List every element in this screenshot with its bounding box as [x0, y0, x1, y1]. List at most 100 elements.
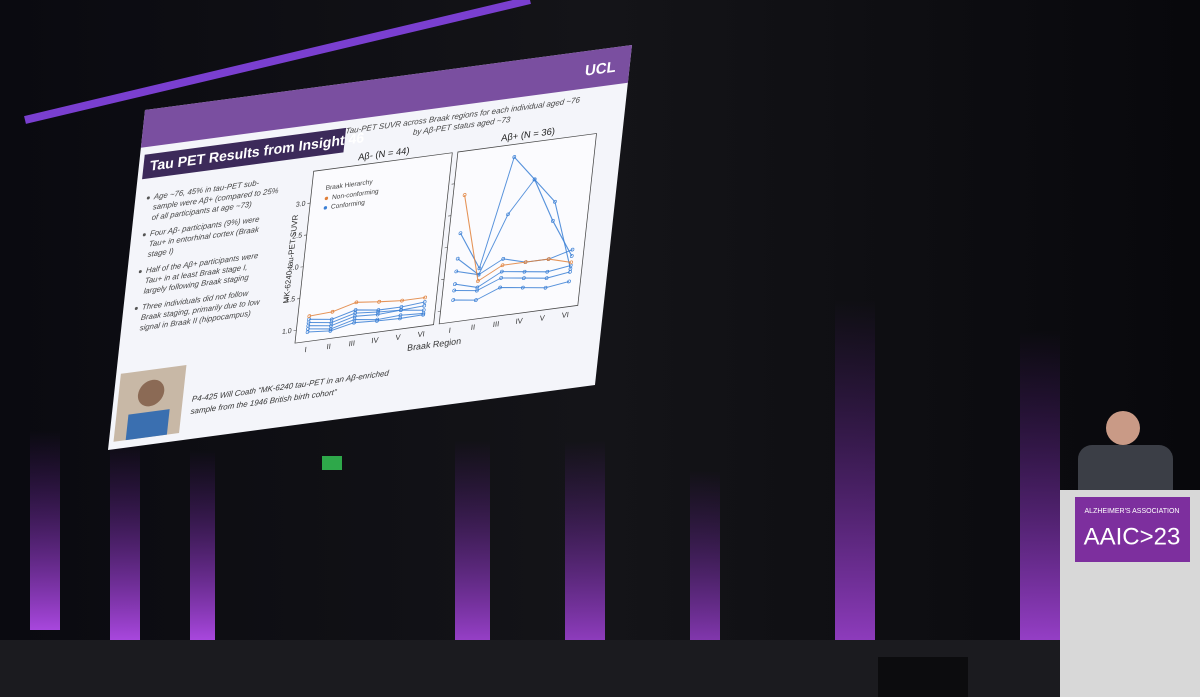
x-tick-label: V: [395, 332, 402, 342]
data-point: [398, 316, 402, 321]
data-point: [354, 300, 359, 305]
y-tick-label: 1.5: [285, 295, 296, 304]
beam: [190, 450, 215, 640]
data-point: [523, 260, 528, 265]
data-point: [476, 279, 480, 283]
data-point: [474, 298, 478, 303]
beam: [1020, 330, 1060, 670]
data-point: [353, 308, 358, 312]
data-point: [532, 177, 537, 182]
data-line: [464, 194, 572, 282]
data-point: [551, 219, 555, 223]
bullet-dot: [138, 270, 142, 274]
beam: [565, 440, 605, 670]
beam: [30, 430, 60, 630]
x-tick-label: IV: [371, 335, 380, 345]
data-point: [569, 260, 573, 265]
data-point: [421, 312, 426, 317]
data-point: [305, 330, 310, 334]
data-line: [453, 280, 570, 301]
data-point: [543, 285, 548, 290]
data-point: [452, 288, 457, 293]
light-beams: [30, 300, 1060, 690]
x-tick-label: III: [492, 319, 499, 329]
data-point: [451, 298, 456, 302]
floor: [0, 640, 1200, 697]
bullet-dot: [142, 233, 146, 237]
data-point: [458, 231, 463, 236]
data-point: [375, 319, 379, 323]
legend-marker: [324, 196, 329, 201]
y-tick-label: 1.0: [281, 327, 292, 336]
panel-frame: [294, 152, 453, 344]
data-line: [456, 249, 573, 276]
x-tick-label: VI: [561, 310, 569, 320]
y-tick-label: 2.0: [288, 263, 299, 272]
data-point: [462, 193, 467, 197]
beam: [110, 440, 140, 640]
data-point: [498, 285, 502, 290]
data-point: [328, 329, 333, 333]
truss: [24, 0, 531, 124]
x-tick-label: III: [348, 339, 355, 349]
data-line: [459, 155, 573, 270]
beam: [455, 440, 490, 660]
data-point: [377, 299, 381, 304]
data-point: [506, 212, 510, 217]
data-line: [454, 265, 571, 288]
podium: ALZHEIMER'S ASSOCIATION AAIC>23: [1060, 490, 1200, 697]
data-point: [512, 155, 517, 159]
speaker-head: [1106, 411, 1140, 445]
data-point: [522, 276, 526, 280]
data-point: [544, 276, 549, 281]
data-line: [308, 305, 425, 324]
monitor: [878, 657, 968, 697]
data-point: [422, 300, 427, 304]
legend-entry: Conforming: [331, 199, 366, 211]
data-line: [308, 301, 425, 320]
data-line: [307, 314, 424, 333]
bullet-dot: [146, 196, 150, 200]
y-tick-label: 3.0: [295, 200, 306, 209]
data-point: [376, 308, 381, 312]
data-point: [501, 257, 506, 261]
data-point: [399, 305, 404, 309]
y-tick-label: 2.5: [292, 231, 303, 240]
data-point: [422, 303, 427, 308]
bullet-text: stage I): [147, 246, 174, 258]
data-point: [569, 254, 574, 258]
data-point: [568, 266, 573, 271]
data-point: [455, 256, 460, 261]
x-tick-label: IV: [515, 316, 524, 326]
chart: Tau-PET SUVR across Braak regions for ea…: [281, 95, 597, 354]
data-point: [545, 269, 550, 274]
podium-brand: ALZHEIMER'S ASSOCIATION: [1085, 508, 1180, 515]
x-tick-label: II: [470, 322, 475, 332]
title-band: [142, 127, 347, 180]
data-point: [499, 269, 504, 274]
data-point: [570, 247, 575, 252]
data-point: [546, 257, 551, 261]
data-point: [307, 314, 312, 318]
data-point: [567, 279, 571, 284]
data-line: [309, 297, 426, 317]
data-point: [499, 276, 503, 280]
beam: [835, 300, 875, 690]
x-tick-label: VI: [417, 329, 425, 339]
data-line: [457, 178, 571, 276]
data-point: [352, 320, 356, 325]
podium-sign: [1075, 497, 1190, 562]
photo-face: [137, 379, 165, 407]
data-point: [475, 288, 479, 293]
data-point: [477, 266, 482, 271]
data-point: [453, 282, 457, 286]
data-point: [522, 269, 527, 274]
slide-header: [140, 45, 632, 148]
x-tick-label: I: [448, 326, 451, 335]
photo-shirt: [125, 409, 170, 441]
data-point: [423, 295, 427, 300]
legend-marker: [323, 206, 328, 210]
data-point: [375, 312, 380, 317]
